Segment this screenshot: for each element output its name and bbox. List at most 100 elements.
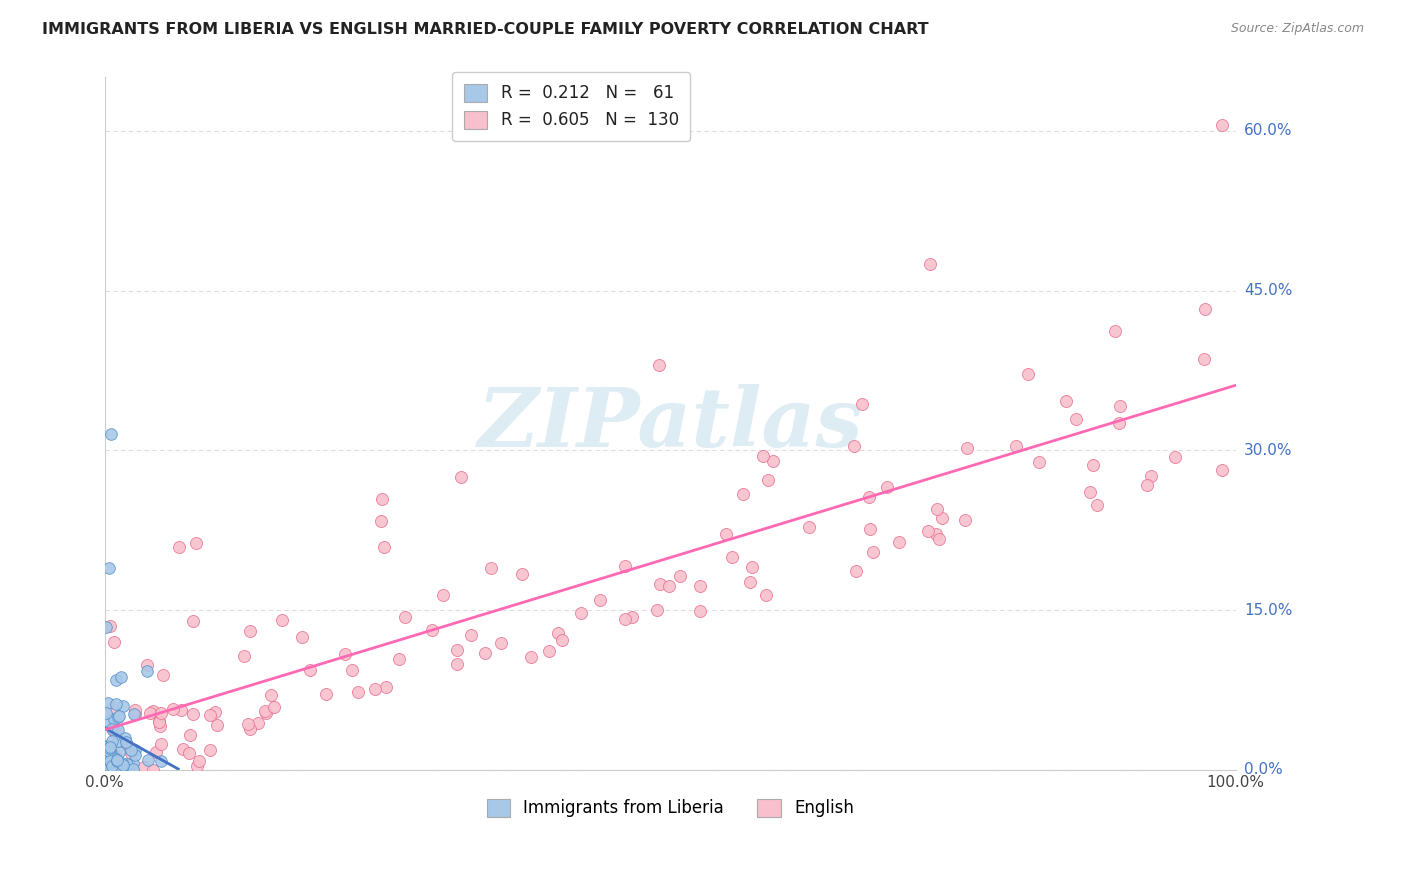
Point bbox=[741, 560, 763, 574]
Point bbox=[170, 703, 193, 717]
Point bbox=[150, 754, 173, 768]
Point bbox=[104, 723, 127, 738]
Point bbox=[162, 701, 184, 715]
Point bbox=[100, 756, 122, 770]
Point bbox=[122, 762, 145, 776]
Point bbox=[105, 760, 128, 774]
Point bbox=[845, 564, 868, 578]
Point bbox=[100, 701, 122, 715]
Point bbox=[96, 752, 118, 766]
Point bbox=[432, 588, 454, 602]
Point bbox=[1085, 498, 1108, 512]
Text: 0.0%: 0.0% bbox=[1244, 763, 1282, 778]
Point bbox=[233, 648, 256, 663]
Text: 45.0%: 45.0% bbox=[1244, 283, 1292, 298]
Point bbox=[928, 532, 950, 546]
Text: 30.0%: 30.0% bbox=[1244, 442, 1292, 458]
Point bbox=[844, 439, 866, 453]
Point bbox=[347, 685, 370, 699]
Point bbox=[239, 722, 262, 736]
Point bbox=[145, 745, 167, 759]
Point bbox=[1109, 399, 1132, 413]
Point bbox=[263, 700, 285, 714]
Point bbox=[110, 669, 132, 683]
Point bbox=[94, 753, 117, 767]
Point bbox=[94, 748, 117, 763]
Point bbox=[333, 647, 356, 661]
Point bbox=[1211, 119, 1233, 133]
Point bbox=[689, 579, 711, 593]
Point bbox=[460, 627, 482, 641]
Point bbox=[551, 633, 574, 648]
Legend: Immigrants from Liberia, English: Immigrants from Liberia, English bbox=[479, 792, 860, 824]
Point bbox=[148, 714, 170, 729]
Point bbox=[862, 545, 884, 559]
Point bbox=[889, 535, 911, 549]
Point bbox=[96, 748, 118, 763]
Point bbox=[315, 687, 337, 701]
Point bbox=[148, 714, 170, 729]
Point bbox=[115, 735, 138, 749]
Point bbox=[104, 757, 127, 772]
Point bbox=[450, 470, 472, 484]
Point bbox=[122, 756, 145, 770]
Text: IMMIGRANTS FROM LIBERIA VS ENGLISH MARRIED-COUPLE FAMILY POVERTY CORRELATION CHA: IMMIGRANTS FROM LIBERIA VS ENGLISH MARRI… bbox=[42, 22, 929, 37]
Point bbox=[547, 625, 569, 640]
Point bbox=[114, 731, 136, 745]
Point bbox=[1194, 302, 1216, 317]
Point bbox=[108, 708, 131, 723]
Point bbox=[721, 550, 744, 565]
Point bbox=[124, 747, 146, 762]
Point bbox=[124, 743, 146, 757]
Point bbox=[1104, 324, 1126, 338]
Point bbox=[142, 704, 165, 718]
Point bbox=[479, 561, 502, 575]
Point bbox=[107, 758, 129, 772]
Point bbox=[98, 754, 121, 768]
Point bbox=[1078, 485, 1101, 500]
Point bbox=[254, 706, 277, 721]
Point bbox=[110, 761, 132, 775]
Point bbox=[1192, 352, 1215, 367]
Point bbox=[510, 567, 533, 582]
Point bbox=[115, 757, 138, 772]
Point bbox=[187, 755, 209, 769]
Point bbox=[1211, 463, 1233, 477]
Point bbox=[917, 524, 939, 538]
Point bbox=[108, 745, 131, 759]
Text: Source: ZipAtlas.com: Source: ZipAtlas.com bbox=[1230, 22, 1364, 36]
Point bbox=[956, 441, 979, 455]
Point bbox=[876, 481, 898, 495]
Point bbox=[107, 723, 129, 738]
Point bbox=[931, 511, 953, 525]
Point bbox=[172, 742, 194, 756]
Point bbox=[105, 754, 128, 768]
Point bbox=[104, 747, 127, 762]
Point bbox=[755, 588, 778, 602]
Point bbox=[112, 758, 135, 772]
Point bbox=[114, 762, 136, 776]
Point bbox=[101, 734, 124, 748]
Point bbox=[762, 454, 785, 468]
Point bbox=[111, 756, 134, 771]
Point bbox=[925, 502, 948, 516]
Point bbox=[716, 526, 738, 541]
Point bbox=[271, 613, 294, 627]
Point bbox=[107, 761, 129, 775]
Point bbox=[114, 735, 136, 749]
Point bbox=[851, 397, 873, 411]
Point bbox=[97, 749, 120, 764]
Point bbox=[669, 569, 692, 583]
Point bbox=[1005, 439, 1028, 453]
Point bbox=[105, 752, 128, 766]
Point bbox=[239, 624, 262, 638]
Point bbox=[955, 513, 977, 527]
Point bbox=[104, 673, 127, 687]
Text: ZIPatlas: ZIPatlas bbox=[478, 384, 863, 464]
Point bbox=[120, 746, 142, 760]
Point bbox=[96, 757, 118, 772]
Point bbox=[150, 706, 173, 720]
Point bbox=[1028, 455, 1050, 469]
Point bbox=[620, 610, 643, 624]
Point bbox=[299, 663, 322, 677]
